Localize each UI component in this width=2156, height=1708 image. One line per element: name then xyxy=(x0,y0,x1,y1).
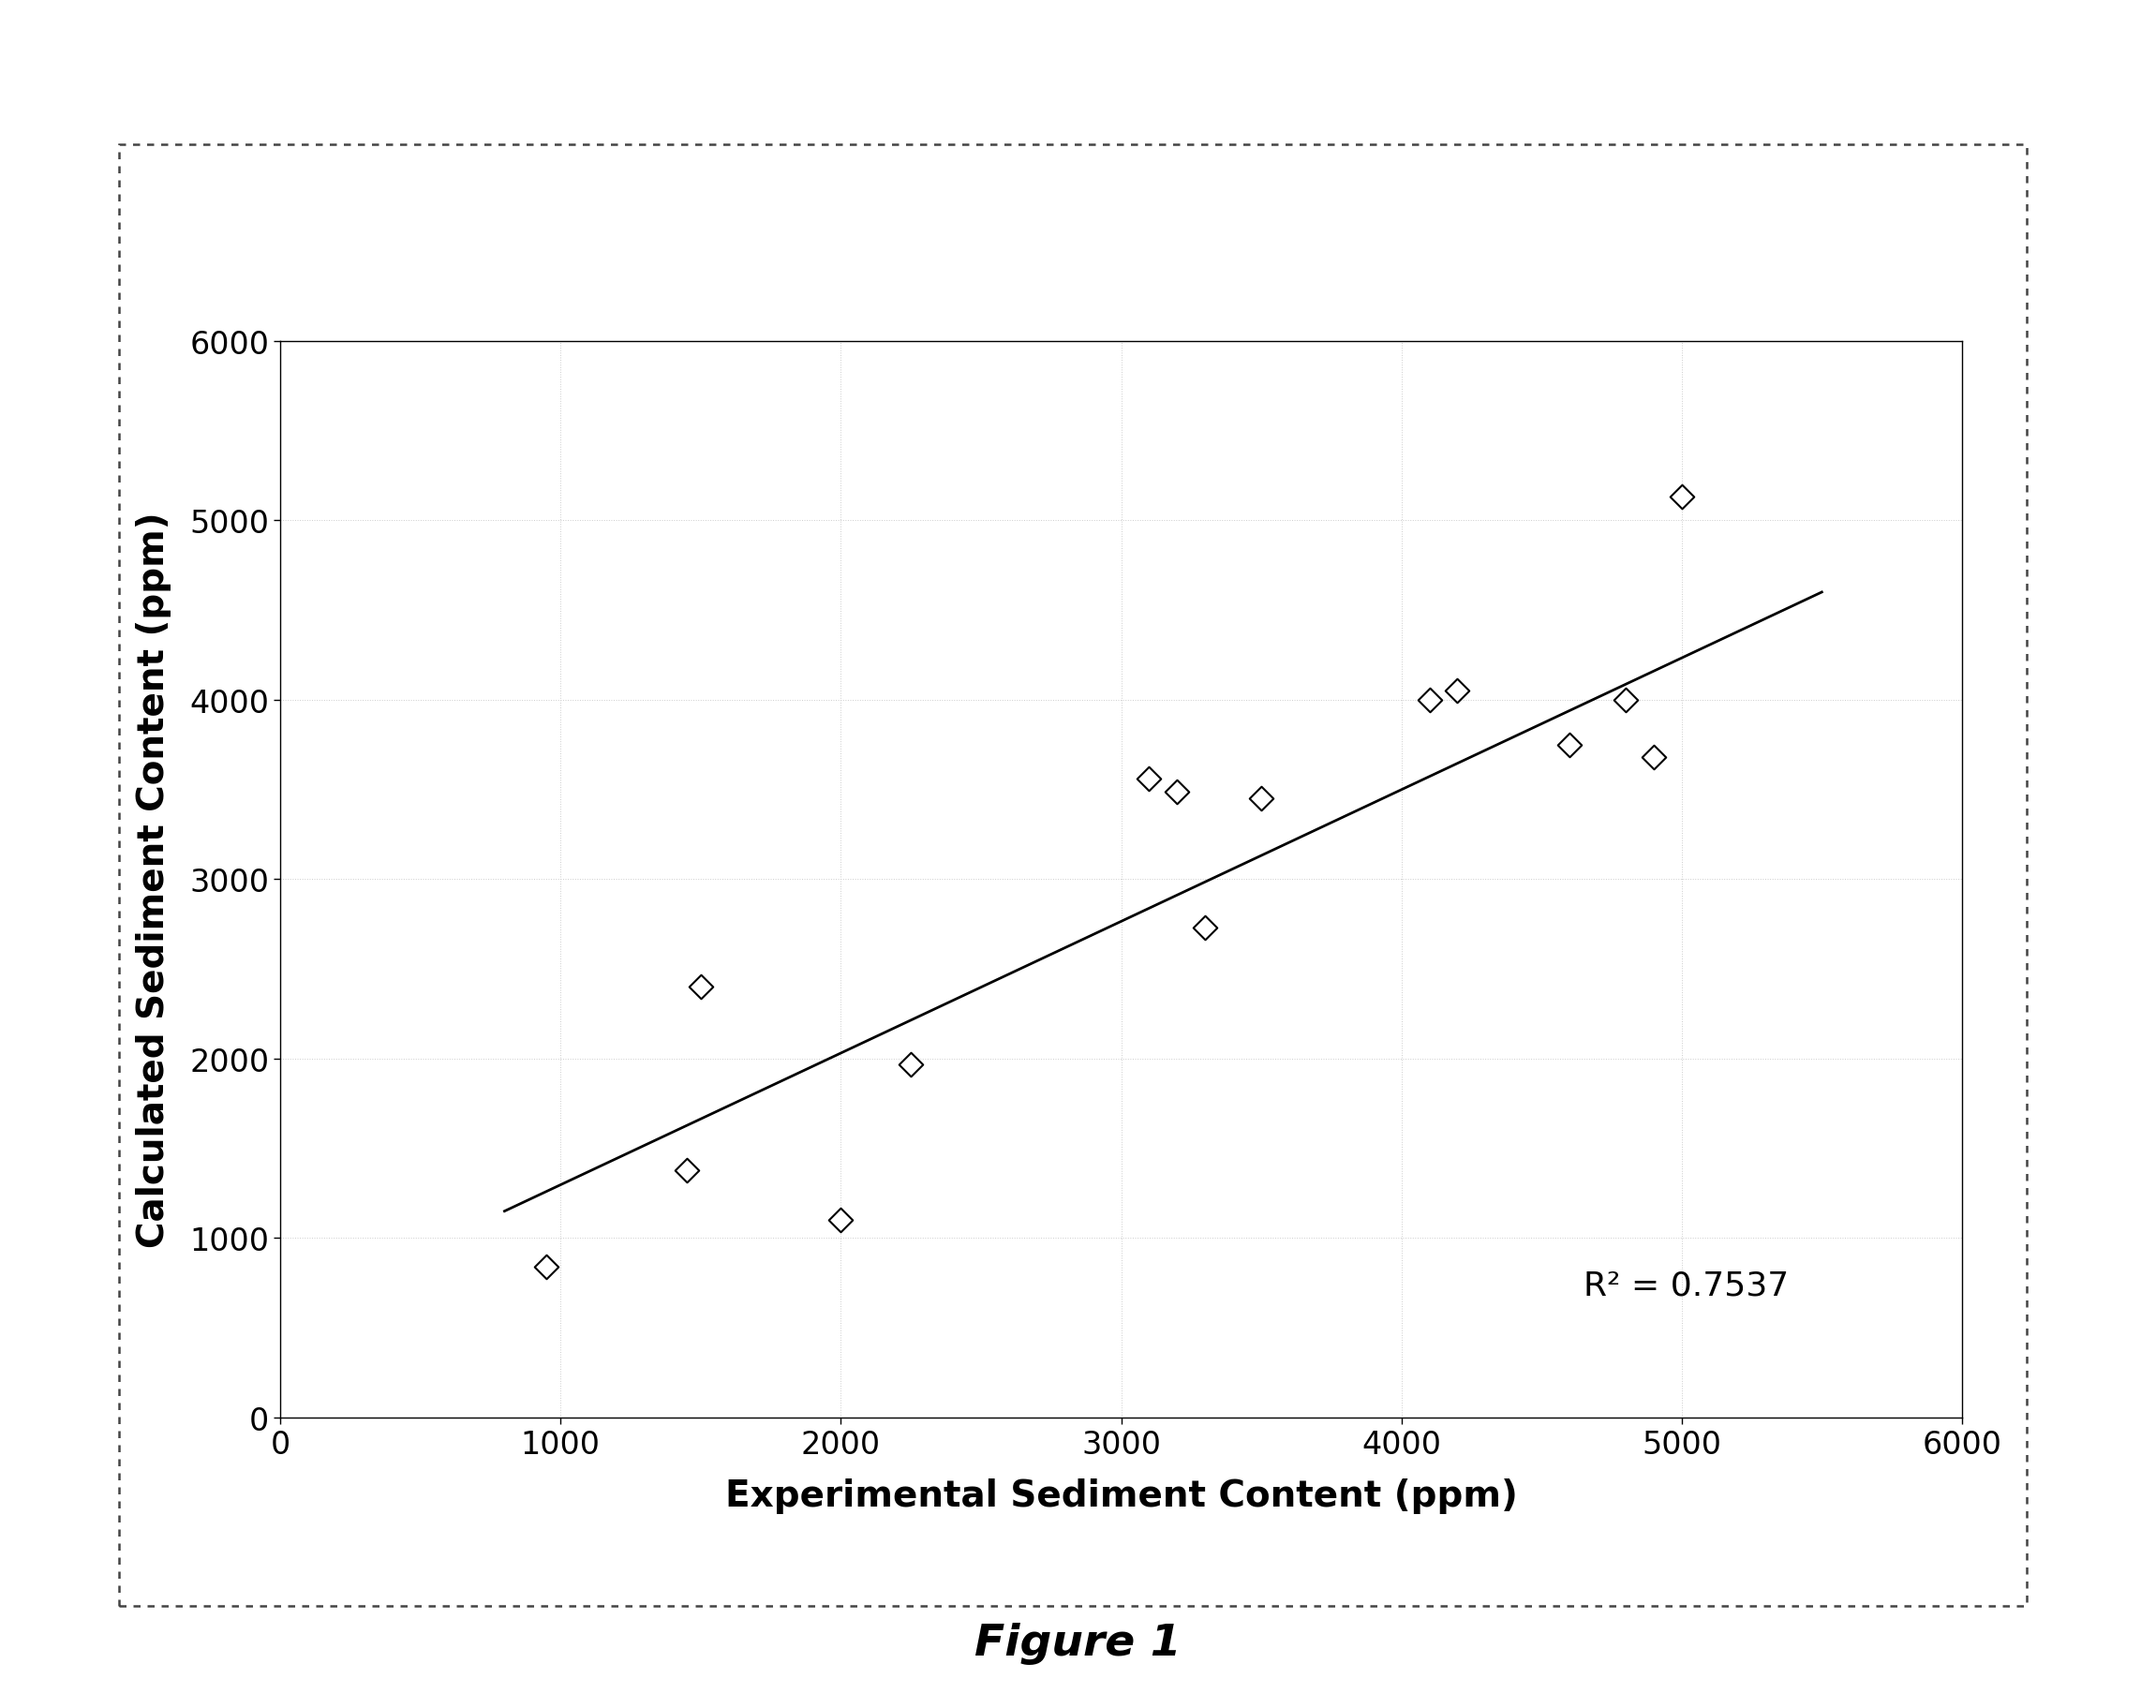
Point xyxy=(1244,786,1279,813)
Point xyxy=(1440,678,1475,705)
Point xyxy=(893,1050,927,1078)
Point xyxy=(1552,731,1587,758)
Point xyxy=(1636,745,1671,772)
Point xyxy=(824,1206,858,1233)
Text: Figure 1: Figure 1 xyxy=(975,1623,1181,1664)
Point xyxy=(1188,914,1222,941)
Point xyxy=(1132,765,1166,793)
Y-axis label: Calculated Sediment Content (ppm): Calculated Sediment Content (ppm) xyxy=(136,512,170,1247)
X-axis label: Experimental Sediment Content (ppm): Experimental Sediment Content (ppm) xyxy=(724,1477,1518,1513)
Point xyxy=(530,1254,565,1281)
Point xyxy=(668,1156,703,1184)
Point xyxy=(1160,779,1194,806)
Point xyxy=(1664,483,1699,511)
Point xyxy=(1608,687,1643,714)
Point xyxy=(1412,687,1447,714)
Text: R² = 0.7537: R² = 0.7537 xyxy=(1583,1269,1789,1301)
Point xyxy=(683,974,718,1001)
